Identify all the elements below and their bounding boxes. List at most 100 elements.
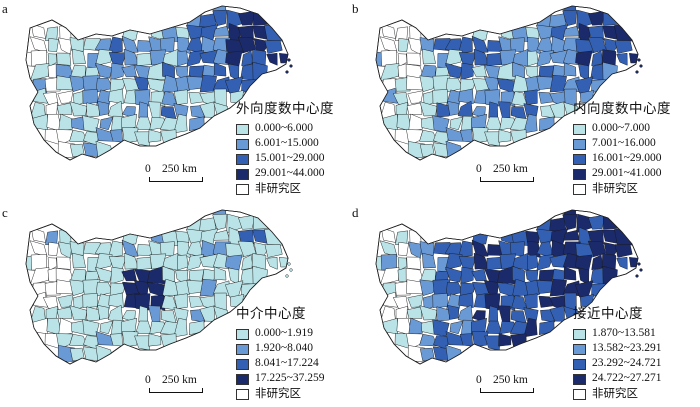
map-c (25, 209, 293, 365)
county-polygon (539, 320, 555, 336)
county-polygon (109, 282, 126, 299)
scale-zero: 0 (145, 163, 151, 175)
panel-letter: a (2, 1, 8, 16)
county-polygon (266, 52, 278, 66)
county-polygon (199, 13, 217, 28)
county-polygon (71, 252, 86, 269)
swatch (236, 373, 249, 385)
county-polygon (458, 240, 473, 258)
county-polygon (419, 75, 436, 92)
county-polygon (523, 307, 539, 322)
county-polygon (539, 116, 555, 132)
county-polygon (419, 101, 438, 117)
region-border (25, 5, 289, 161)
county-polygon (498, 333, 512, 347)
county-polygon (419, 347, 435, 362)
island (639, 268, 643, 272)
county-polygon (95, 266, 113, 283)
legend-item: 非研究区 (236, 182, 334, 197)
county-polygon (587, 229, 604, 245)
county-polygon (549, 13, 567, 28)
legend-label: 17.225~37.259 (255, 372, 325, 385)
legend-label: 非研究区 (255, 181, 301, 196)
county-polygon (629, 257, 638, 268)
county-polygon (69, 347, 85, 362)
county-polygon (69, 101, 88, 117)
county-polygon (449, 320, 464, 335)
county-polygon (458, 88, 474, 104)
county-polygon (614, 40, 633, 54)
county-polygon (238, 10, 256, 26)
island (635, 274, 639, 278)
swatch (236, 343, 249, 355)
county-polygon (57, 37, 73, 55)
county-polygon (460, 266, 474, 285)
legend-title: 接近中心度 (573, 306, 643, 322)
county-polygon (616, 256, 628, 270)
legend-item: 16.001~29.000 (573, 152, 671, 167)
scale-line (480, 177, 534, 182)
swatch (573, 328, 586, 340)
county-polygon (99, 320, 114, 335)
county-polygon (616, 52, 628, 66)
county-polygon (56, 279, 73, 295)
county-polygon (173, 307, 189, 322)
swatch (573, 183, 586, 195)
county-polygon (279, 53, 288, 64)
legend-label: 16.001~29.000 (592, 152, 662, 165)
county-polygon (108, 240, 123, 258)
legend: 接近中心度 1.870~13.581 13.582~23.291 23.292~… (573, 306, 662, 402)
county-polygon (173, 113, 188, 134)
county-polygon (406, 256, 422, 270)
swatch (236, 123, 249, 135)
county-polygon (148, 129, 162, 143)
county-polygon (69, 143, 85, 158)
county-polygon (406, 52, 422, 66)
county-polygon (82, 89, 98, 104)
swatch (573, 373, 586, 385)
county-polygons (376, 6, 638, 160)
county-polygon (523, 113, 538, 134)
county-polygon (459, 282, 476, 299)
county-polygon (186, 50, 205, 67)
legend-label: 7.001~16.000 (592, 137, 656, 150)
county-polygon (488, 101, 499, 119)
panel-b: b 内向度数中心度 0.000~7.000 7.001~16.000 16.00… (350, 0, 700, 203)
region-border (375, 209, 639, 365)
county-polygon (82, 115, 100, 133)
county-polygon (523, 317, 538, 338)
legend-item: 23.292~24.721 (573, 357, 661, 372)
scale-zero: 0 (145, 374, 151, 386)
legend-label: 13.582~23.291 (592, 342, 662, 355)
county-polygon (398, 242, 409, 256)
county-polygon (512, 265, 525, 282)
county-polygon (69, 279, 86, 296)
island (289, 64, 293, 68)
county-polygon (56, 75, 73, 91)
legend-label: 29.001~44.000 (255, 167, 325, 180)
county-polygon (549, 278, 567, 297)
county-polygon (471, 113, 487, 131)
county-polygon (189, 320, 205, 336)
scale-zero: 0 (476, 163, 482, 175)
county-polygon (264, 40, 283, 54)
county-polygon (56, 256, 72, 270)
county-polygon (238, 214, 256, 230)
county-polygon (48, 242, 59, 256)
county-polygon (432, 293, 448, 308)
county-polygon (225, 243, 244, 258)
county-polygon (136, 256, 152, 270)
legend-title: 外向度数中心度 (236, 101, 334, 117)
panel-c: c 中介中心度 0.000~1.919 1.920~8.040 8.041~17… (0, 204, 350, 407)
county-polygon (407, 37, 423, 55)
county-polygon (408, 113, 424, 132)
county-polygon (406, 102, 423, 115)
county-polygon (121, 239, 139, 257)
scale-label: 250 km (493, 163, 528, 175)
county-polygon (213, 266, 227, 281)
county-polygon (445, 253, 463, 271)
legend-item: 6.001~15.000 (236, 137, 334, 152)
county-polygon (445, 62, 463, 79)
county-polygon (82, 293, 98, 308)
county-polygon (29, 36, 48, 54)
